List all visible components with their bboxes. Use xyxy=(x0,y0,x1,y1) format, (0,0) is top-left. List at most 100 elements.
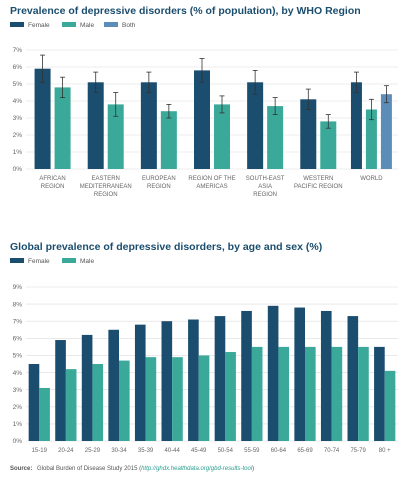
bar-female xyxy=(161,321,173,441)
y-tick-label: 5% xyxy=(13,81,23,88)
bar-female xyxy=(188,319,199,441)
source-close: ) xyxy=(252,466,254,472)
source-link[interactable]: http://ghdx.healthdata.org/gbd-results-t… xyxy=(141,466,253,472)
bar-male xyxy=(107,104,124,169)
y-tick-label: 1% xyxy=(13,421,23,428)
y-tick-label: 7% xyxy=(13,318,23,325)
x-tick-label: 80 + xyxy=(379,448,391,454)
legend-swatch-female xyxy=(10,258,24,263)
y-tick-label: 9% xyxy=(13,284,23,291)
x-tick-label: REGION xyxy=(147,184,171,190)
bar-male xyxy=(54,87,71,169)
bar-male xyxy=(358,346,369,441)
x-tick-label: 45-49 xyxy=(191,448,207,454)
x-tick-label: WESTERN xyxy=(303,176,333,182)
legend-label-female: Female xyxy=(28,258,50,265)
bar-female xyxy=(350,82,362,169)
x-tick-label: 60-64 xyxy=(271,448,287,454)
bar-male xyxy=(305,346,316,441)
x-tick-label: AMERICAS xyxy=(196,184,227,190)
chart1-plot: 0% 1% 2% 3% 4% 5% 6% 7% AFRICAN REGION EASTERN MEDI… xyxy=(13,47,398,198)
x-tick-label: 30-34 xyxy=(111,448,127,454)
y-tick-label: 8% xyxy=(13,301,23,308)
bar-male xyxy=(331,346,343,441)
source-label: Source: xyxy=(10,466,32,472)
bar-male xyxy=(172,357,183,441)
x-tick-label: MEDITERRANEAN xyxy=(80,184,132,190)
bar-male xyxy=(119,360,130,441)
x-tick-label: 40-44 xyxy=(164,448,180,454)
bar-male xyxy=(214,104,230,169)
x-tick-label: 75-79 xyxy=(350,448,366,454)
bar-female xyxy=(28,364,40,441)
bar-male xyxy=(92,364,104,441)
legend-label-both: Both xyxy=(122,22,136,29)
x-tick-label: REGION OF THE xyxy=(188,176,235,182)
bar-female xyxy=(140,82,157,169)
y-tick-label: 3% xyxy=(13,387,23,394)
bar-both xyxy=(380,94,392,169)
bar-female xyxy=(134,324,146,441)
bar-female xyxy=(294,307,305,441)
legend-swatch-male xyxy=(62,22,76,27)
x-tick-label: AFRICAN xyxy=(39,176,65,182)
y-tick-label: 0% xyxy=(13,438,23,445)
bar-male xyxy=(251,346,263,441)
bar-male xyxy=(320,121,337,169)
bar-female xyxy=(108,329,119,441)
y-tick-label: 4% xyxy=(13,98,23,105)
bar-female xyxy=(300,99,317,169)
bar-female xyxy=(87,82,104,169)
legend-swatch-both xyxy=(104,22,118,27)
bar-male xyxy=(267,106,284,169)
y-tick-label: 2% xyxy=(13,132,23,139)
bar-female xyxy=(81,334,93,441)
x-tick-label: REGION xyxy=(253,192,277,198)
legend-swatch-female xyxy=(10,22,24,27)
x-tick-label: 35-39 xyxy=(138,448,154,454)
y-tick-label: 0% xyxy=(13,166,23,173)
x-tick-label: EUROPEAN xyxy=(142,176,176,182)
bar-male xyxy=(278,346,290,441)
legend-label-male: Male xyxy=(80,22,94,29)
bar-female xyxy=(214,316,226,441)
x-tick-label: EASTERN xyxy=(92,176,120,182)
x-tick-label: REGION xyxy=(94,192,118,198)
y-tick-label: 1% xyxy=(13,149,23,156)
bar-female xyxy=(194,70,210,169)
legend-label-male: Male xyxy=(80,258,94,265)
x-tick-label: ASIA xyxy=(258,184,272,190)
x-tick-label: 70-74 xyxy=(324,448,340,454)
x-tick-label: 20-24 xyxy=(58,448,74,454)
bar-male xyxy=(225,352,236,441)
y-tick-label: 7% xyxy=(13,47,23,54)
y-tick-label: 6% xyxy=(13,336,23,343)
y-tick-label: 5% xyxy=(13,353,23,360)
chart2-plot: 0% 1% 2% 3% 4% 5% 6% 7% 8% 9% 15-19 20-24 25-29 30-34… xyxy=(13,284,398,454)
x-tick-label: 25-29 xyxy=(85,448,101,454)
y-tick-label: 6% xyxy=(13,64,23,71)
x-tick-label: WORLD xyxy=(360,176,383,182)
x-tick-label: 55-59 xyxy=(244,448,260,454)
x-tick-label: 50-54 xyxy=(218,448,234,454)
bar-female xyxy=(241,310,252,441)
legend-label-female: Female xyxy=(28,22,50,29)
bar-male xyxy=(39,387,50,441)
x-tick-label: 65-69 xyxy=(297,448,313,454)
bar-male xyxy=(160,111,177,169)
bar-male xyxy=(384,370,396,441)
chart1-title: Prevalence of depressive disorders (% of… xyxy=(10,5,361,17)
bar-female xyxy=(247,82,264,169)
source-text: Global Burden of Disease Study 2015 ( xyxy=(37,466,141,472)
bar-female xyxy=(374,346,385,441)
x-tick-label: REGION xyxy=(41,184,65,190)
bar-male xyxy=(65,369,77,441)
bar-female xyxy=(34,68,51,169)
y-tick-label: 2% xyxy=(13,404,23,411)
y-tick-label: 3% xyxy=(13,115,23,122)
bar-male xyxy=(365,109,377,169)
bar-female xyxy=(55,340,66,441)
x-tick-label: SOUTH-EAST xyxy=(246,176,285,182)
source-line: Source: Global Burden of Disease Study 2… xyxy=(10,466,254,472)
chart1-legend: Female Male Both xyxy=(10,22,136,29)
